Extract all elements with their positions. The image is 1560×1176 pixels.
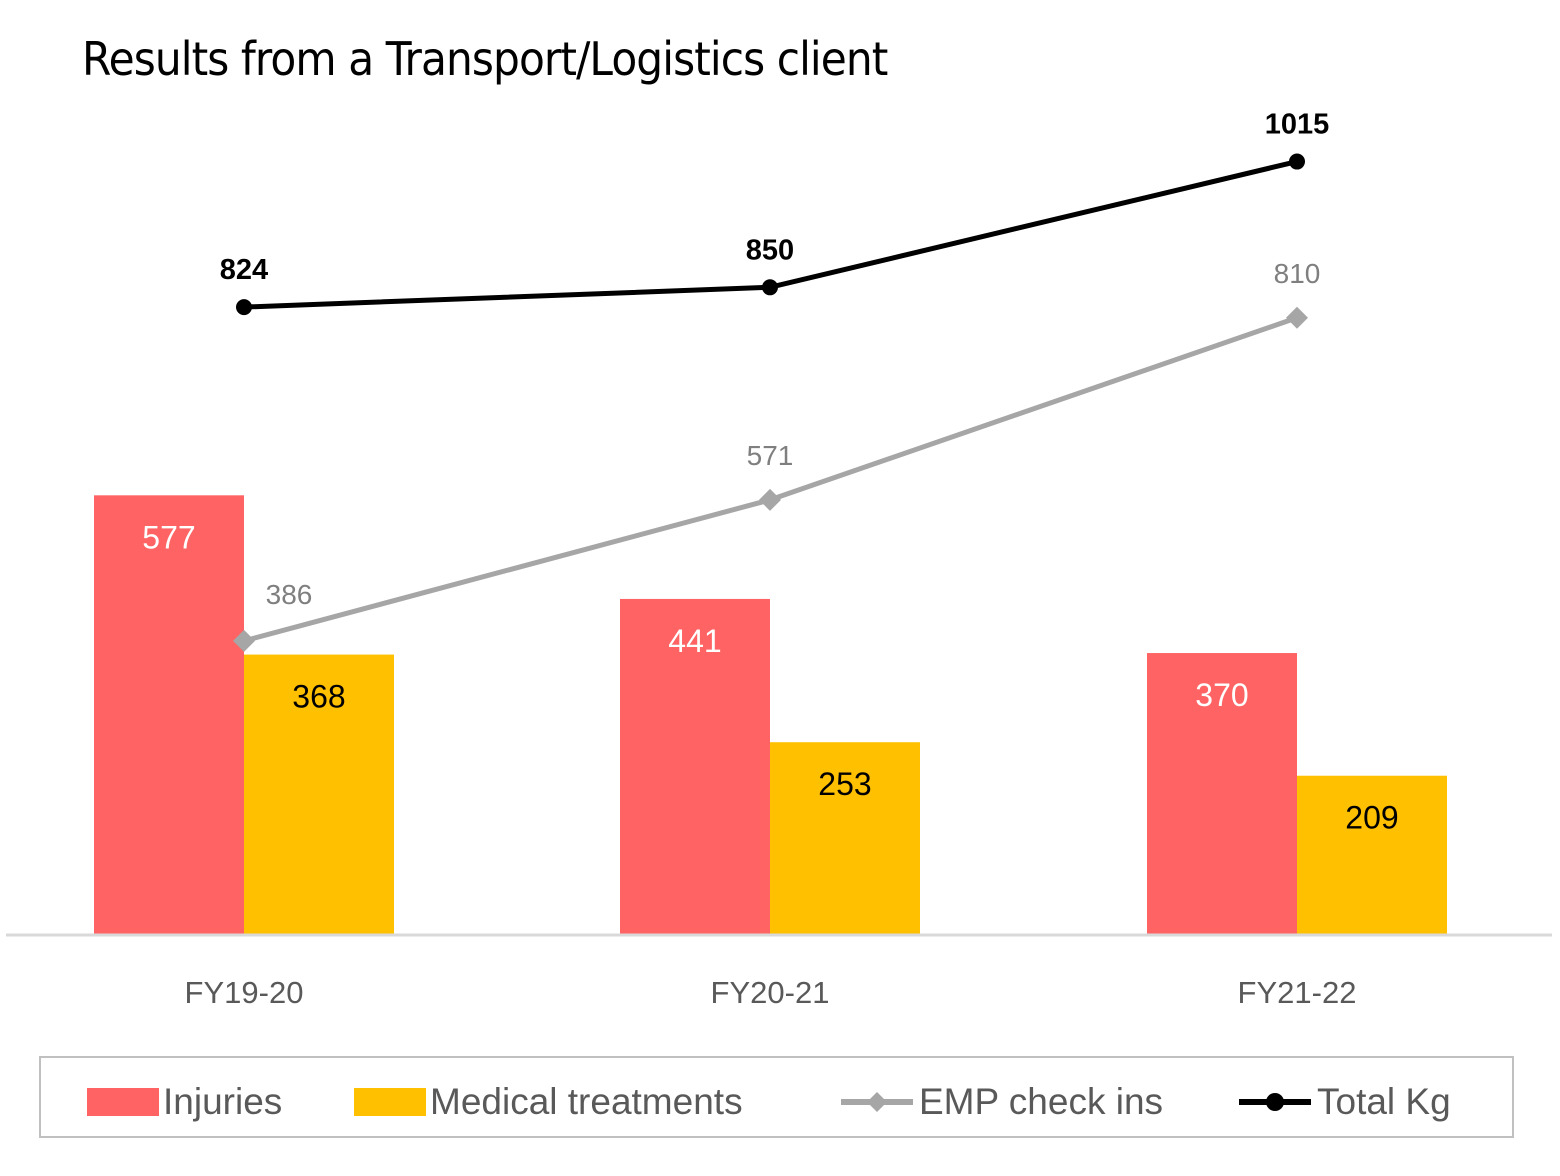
marker-total-kg <box>762 279 778 296</box>
gray-line-diamond-swatch-icon <box>841 1092 913 1112</box>
data-label-medical-treatments: 253 <box>818 766 871 802</box>
data-label-injuries: 577 <box>142 519 195 555</box>
x-tick-label: FY21-22 <box>1238 975 1357 1010</box>
yellow-square-swatch-icon <box>354 1088 426 1116</box>
legend-label: EMP check ins <box>919 1081 1164 1122</box>
legend-label: Injuries <box>163 1081 283 1122</box>
legend-item-injuries: Injuries <box>87 1080 282 1124</box>
legend-item-total-kg: Total Kg <box>1237 1080 1451 1124</box>
chart-plot: 577 441 370 368 253 209 386 571 810 824 850 1015 FY… <box>6 109 1552 1010</box>
data-label-medical-treatments: 368 <box>292 679 345 715</box>
data-label-emp-check-ins: 386 <box>266 579 313 610</box>
marker-total-kg <box>236 299 252 316</box>
data-label-total-kg: 1015 <box>1265 109 1330 141</box>
red-square-swatch-icon <box>87 1088 159 1116</box>
bar-injuries <box>620 598 770 935</box>
data-label-emp-check-ins: 571 <box>747 440 794 471</box>
marker-emp-check-ins <box>759 488 781 511</box>
legend-label: Total Kg <box>1317 1081 1451 1122</box>
bar-medical-treatments <box>770 742 920 935</box>
legend-item-medical-treatments: Medical treatments <box>354 1080 743 1124</box>
marker-emp-check-ins <box>1286 306 1308 329</box>
data-label-total-kg: 824 <box>220 254 268 286</box>
bar-injuries <box>94 495 244 935</box>
data-label-medical-treatments: 209 <box>1345 800 1398 836</box>
data-label-injuries: 370 <box>1195 677 1248 713</box>
x-tick-label: FY20-21 <box>711 975 830 1010</box>
line-emp-check-ins <box>243 315 1298 644</box>
data-label-total-kg: 850 <box>746 234 794 266</box>
black-line-circle-swatch-icon <box>1239 1093 1311 1111</box>
data-label-emp-check-ins: 810 <box>1274 258 1321 289</box>
bar-medical-treatments <box>244 654 394 935</box>
legend-label: Medical treatments <box>430 1081 743 1122</box>
bar-medical-treatments <box>1297 775 1447 935</box>
marker-total-kg <box>1289 153 1305 170</box>
marker-emp-check-ins <box>233 629 255 652</box>
x-tick-label: FY19-20 <box>185 975 304 1010</box>
data-label-injuries: 441 <box>668 623 721 659</box>
legend: Injuries Medical treatments EMP check in… <box>39 1056 1514 1138</box>
chart-title: Results from a Transport/Logistics clien… <box>82 32 888 86</box>
legend-item-emp-check-ins: EMP check ins <box>839 1080 1163 1124</box>
bar-injuries <box>1147 653 1297 935</box>
